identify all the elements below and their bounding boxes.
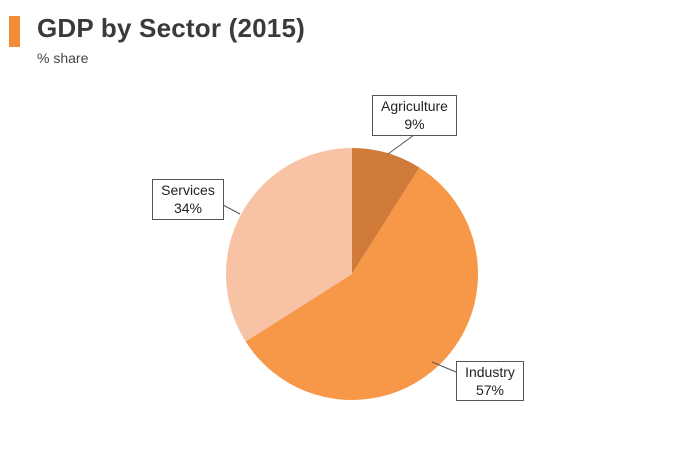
leader-line-industry xyxy=(431,361,457,373)
callout-agriculture: Agriculture 9% xyxy=(372,95,457,136)
callout-labels: Agriculture 9% Industry 57% Services 34% xyxy=(152,95,524,401)
slice-label-agriculture: Agriculture xyxy=(381,98,448,114)
callout-industry: Industry 57% xyxy=(456,361,524,401)
slice-value-agriculture: 9% xyxy=(404,116,424,132)
leader-line-agriculture xyxy=(387,134,415,155)
pie-slice-agriculture xyxy=(352,148,420,274)
callout-box-agriculture xyxy=(372,95,457,136)
title-accent-bar xyxy=(9,16,20,47)
callout-box-industry xyxy=(456,361,524,401)
leader-line-services xyxy=(222,204,241,215)
pie-slice-industry xyxy=(245,167,479,400)
slice-label-services: Services xyxy=(161,182,215,198)
callout-box-services xyxy=(152,179,224,220)
pie-slices xyxy=(226,148,479,400)
callout-leaders xyxy=(222,134,457,373)
chart-header: GDP by Sector (2015) % share xyxy=(0,0,700,80)
slice-value-services: 34% xyxy=(174,200,202,216)
slice-label-industry: Industry xyxy=(465,364,515,380)
pie-slice-services xyxy=(226,148,352,342)
chart-title: GDP by Sector (2015) xyxy=(37,13,305,43)
chart-subtitle: % share xyxy=(37,50,89,66)
slice-value-industry: 57% xyxy=(476,382,504,398)
callout-services: Services 34% xyxy=(152,179,224,220)
